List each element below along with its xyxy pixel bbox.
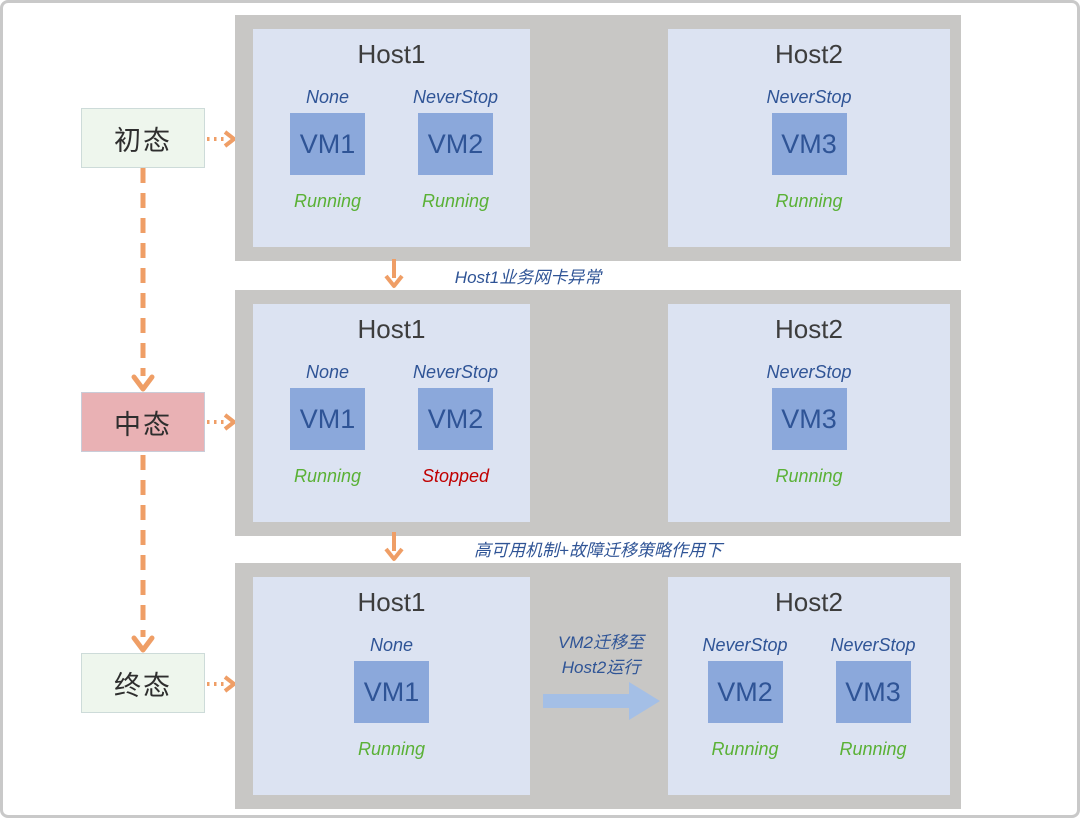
host-title: Host1 xyxy=(357,39,426,69)
vm-policy-label: NeverStop xyxy=(702,635,788,655)
host-title: Host2 xyxy=(775,39,843,69)
vm-row: NeverStop VM3 Running xyxy=(761,85,857,212)
vm-policy-label: None xyxy=(369,635,414,655)
vm-group-vm1: None VM1 Running xyxy=(280,360,376,487)
vm-group-vm2: NeverStop VM2 Stopped xyxy=(408,360,504,487)
vm-group-vm2: NeverStop VM2 Running xyxy=(697,633,793,760)
vm-policy-label: NeverStop xyxy=(830,635,916,655)
stage-panel-middle: Host1 None VM1 Running NeverStop VM2 Sto… xyxy=(235,290,961,536)
host1-box-initial: Host1 None VM1 Running NeverStop VM2 Run… xyxy=(253,29,530,247)
vm-box-vm1: VM1 xyxy=(290,388,365,450)
vm-policy-label: None xyxy=(305,87,350,107)
state-label-initial: 初态 xyxy=(114,125,172,156)
state-box-final: 终态 xyxy=(81,653,205,713)
vm-group-vm1: None VM1 Running xyxy=(344,633,440,760)
transition2-caption: 高可用机制+故障迁移策略作用下 xyxy=(474,541,722,560)
vm-status-label: Running xyxy=(775,466,843,486)
migration-label: VM2迁移至 Host2运行 xyxy=(558,631,644,680)
down-arrow-transition1-icon xyxy=(384,259,404,288)
migration-label-line2: Host2运行 xyxy=(561,657,641,677)
vm-box-vm2: VM2 xyxy=(418,388,493,450)
vm-group-vm2: NeverStop VM2 Running xyxy=(408,85,504,212)
vm-policy-label: NeverStop xyxy=(412,87,499,107)
vm-status-label: Running xyxy=(711,739,779,759)
migration-label-line1: VM2迁移至 xyxy=(558,633,644,652)
host2-box-middle: Host2 NeverStop VM3 Running xyxy=(668,304,950,522)
vm-group-vm3: NeverStop VM3 Running xyxy=(825,633,921,760)
vm-row: NeverStop VM3 Running xyxy=(761,360,857,487)
state-box-middle: 中态 xyxy=(81,392,205,452)
state-box-initial: 初态 xyxy=(81,108,205,168)
transition1-caption: Host1业务网卡异常 xyxy=(454,268,602,287)
vm-status-label: Running xyxy=(357,739,426,759)
host-title: Host2 xyxy=(775,314,843,344)
down-arrow-transition2-icon xyxy=(384,532,404,561)
vm-status-label: Running xyxy=(293,466,362,486)
vm-group-vm3: NeverStop VM3 Running xyxy=(761,85,857,212)
dotted-arrow-initial-icon xyxy=(207,130,236,148)
state-label-middle: 中态 xyxy=(114,409,172,440)
vm-row: None VM1 Running xyxy=(344,633,440,760)
vm-status-label: Running xyxy=(839,739,907,759)
vm-policy-label: None xyxy=(305,362,350,382)
vm-box-vm2: VM2 xyxy=(418,113,493,175)
vm-box-vm2: VM2 xyxy=(707,661,783,723)
vm-status-label: Stopped xyxy=(421,466,490,486)
dotted-arrow-middle-icon xyxy=(207,413,236,431)
host-title: Host1 xyxy=(357,587,426,617)
vm-box-vm1: VM1 xyxy=(354,661,429,723)
vm-status-label: Running xyxy=(421,191,490,211)
host2-box-initial: Host2 NeverStop VM3 Running xyxy=(668,29,950,247)
migration-block-arrow-icon xyxy=(543,682,660,720)
vm-row: None VM1 Running NeverStop VM2 Running xyxy=(280,85,504,212)
vm-policy-label: NeverStop xyxy=(766,87,852,107)
vm-group-vm1: None VM1 Running xyxy=(280,85,376,212)
state-label-final: 终态 xyxy=(114,670,172,701)
host-title: Host2 xyxy=(775,587,843,617)
vm-box-vm1: VM1 xyxy=(290,113,365,175)
vm-box-vm3: VM3 xyxy=(835,661,911,723)
vm-status-label: Running xyxy=(775,191,843,211)
vm-row: None VM1 Running NeverStop VM2 Stopped xyxy=(280,360,504,487)
host1-box-final: Host1 None VM1 Running xyxy=(253,577,530,795)
vm-box-vm3: VM3 xyxy=(771,388,847,450)
vm-box-vm3: VM3 xyxy=(771,113,847,175)
vm-policy-label: NeverStop xyxy=(412,362,499,382)
dotted-arrow-final-icon xyxy=(207,675,236,693)
dashed-arrow-middle-to-final-icon xyxy=(131,455,155,653)
vm-status-label: Running xyxy=(293,191,362,211)
host-title: Host1 xyxy=(357,314,426,344)
host1-box-middle: Host1 None VM1 Running NeverStop VM2 Sto… xyxy=(253,304,530,522)
stage-panel-initial: Host1 None VM1 Running NeverStop VM2 Run… xyxy=(235,15,961,261)
stage-panel-final: Host1 None VM1 Running Host2 NeverStop V… xyxy=(235,563,961,809)
vm-row: NeverStop VM2 Running NeverStop VM3 Runn… xyxy=(697,633,921,760)
dashed-arrow-initial-to-middle-icon xyxy=(131,168,155,392)
vm-group-vm3: NeverStop VM3 Running xyxy=(761,360,857,487)
host2-box-final: Host2 NeverStop VM2 Running NeverStop VM… xyxy=(668,577,950,795)
vm-policy-label: NeverStop xyxy=(766,362,852,382)
